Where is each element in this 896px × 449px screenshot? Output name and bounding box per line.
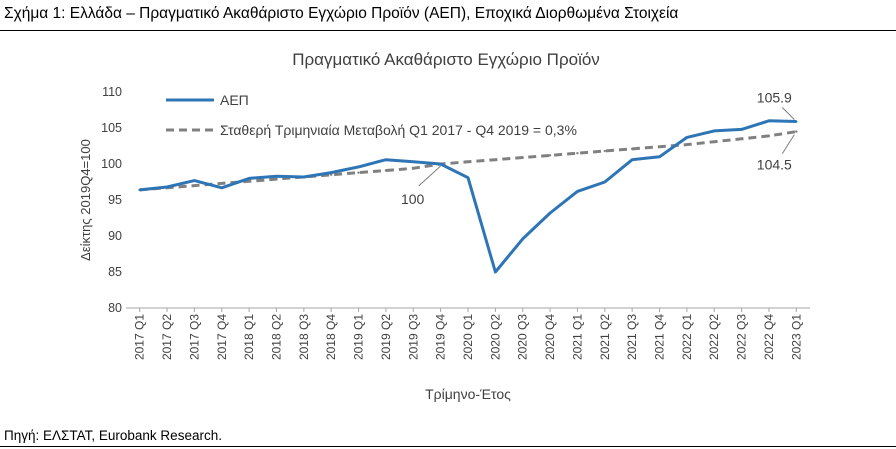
x-tick-label: 2018 Q3 (297, 314, 311, 360)
trend-data-point (220, 182, 223, 185)
x-tick-label: 2023 Q1 (789, 314, 803, 360)
x-tick-label: 2018 Q2 (269, 314, 283, 360)
trend-data-point (658, 145, 661, 148)
gdp-data-point (439, 162, 442, 166)
y-tick-label: 105 (101, 121, 122, 135)
x-tick-label: 2017 Q1 (133, 314, 147, 360)
chart-panel: Πραγματικό Ακαθάριστο Εγχώριο Προϊόν 80 8… (6, 34, 884, 424)
x-tick-label: 2021 Q4 (653, 314, 667, 360)
gdp-data-point (685, 136, 689, 139)
trend-data-point (494, 158, 497, 161)
trend-data-point (275, 177, 278, 181)
top-rule (0, 30, 896, 31)
legend-trend-label: Σταθερή Τριμηνιαία Μεταβολή Q1 2017 - Q4… (220, 122, 577, 138)
trend-data-point (384, 169, 388, 172)
gdp-data-point (330, 171, 333, 174)
x-tick-label: 2019 Q1 (352, 314, 366, 360)
chart-title: Πραγματικό Ακαθάριστο Εγχώριο Προϊόν (292, 50, 600, 69)
gdp-data-point (576, 190, 579, 193)
trend-data-point (412, 167, 415, 170)
x-tick-label: 2018 Q4 (324, 314, 338, 360)
gdp-data-point (603, 180, 606, 184)
gdp-data-point (767, 119, 771, 123)
x-tick-label: 2022 Q1 (680, 314, 694, 360)
gdp-data-point (275, 175, 278, 178)
x-tick-label: 2019 Q4 (434, 314, 448, 360)
x-tick-label: 2020 Q2 (488, 314, 502, 360)
trend-data-point (548, 154, 552, 157)
annotation-leader-line (418, 165, 441, 187)
x-tick-label: 2021 Q2 (598, 314, 612, 360)
x-tick-label: 2017 Q4 (215, 314, 229, 360)
x-tick-label: 2022 Q3 (735, 314, 749, 360)
annotation-label-105-9: 105.9 (757, 90, 792, 106)
annotation-leader-line (781, 134, 795, 154)
x-tick-label: 2019 Q3 (406, 314, 420, 360)
gdp-data-point (521, 237, 524, 241)
bottom-rule (0, 446, 896, 447)
x-axis-label: Τρίμηνο-Έτος (425, 386, 511, 402)
gdp-data-point (193, 179, 196, 182)
gdp-data-point (713, 129, 716, 133)
trend-data-point (713, 140, 716, 143)
trend-data-point (521, 156, 524, 159)
gdp-data-point (630, 158, 634, 161)
line-chart: Πραγματικό Ακαθάριστο Εγχώριο Προϊόν 80 8… (6, 34, 884, 424)
trend-data-point (466, 160, 470, 164)
annotation-leader-line (781, 107, 795, 120)
x-tick-label: 2022 Q4 (762, 314, 776, 360)
gdp-data-point (247, 177, 251, 180)
gdp-data-point (384, 158, 388, 161)
y-tick-label: 90 (108, 229, 122, 243)
x-tick-label: 2018 Q1 (242, 314, 256, 360)
gdp-data-point (412, 160, 415, 164)
y-tick-label: 85 (108, 265, 122, 279)
trend-data-point (603, 149, 606, 153)
gdp-data-point (548, 211, 552, 215)
trend-data-point (740, 137, 743, 140)
x-tick-label: 2021 Q1 (570, 314, 584, 360)
annotation-label-104-5: 104.5 (757, 157, 792, 173)
y-tick-label: 110 (102, 85, 122, 99)
x-tick-label: 2022 Q2 (707, 314, 721, 360)
trend-data-point (357, 171, 360, 174)
gdp-data-point (795, 120, 798, 123)
x-tick-label: 2017 Q2 (160, 314, 174, 360)
x-tick-label: 2020 Q1 (461, 314, 475, 360)
trend-data-point (247, 180, 251, 183)
y-tick-label: 80 (108, 301, 122, 315)
source-note: Πηγή: ΕΛΣΤΑΤ, Eurobank Research. (4, 428, 222, 443)
gdp-data-point (220, 186, 223, 189)
y-tick-label: 100 (101, 157, 122, 171)
gdp-data-point (494, 270, 497, 274)
y-tick-label: 95 (108, 193, 122, 207)
trend-data-point (795, 130, 798, 133)
trend-data-point (193, 184, 196, 187)
figure-title: Σχήμα 1: Ελλάδα – Πραγματικό Ακαθάριστο … (4, 5, 679, 22)
x-tick-label: 2020 Q3 (516, 314, 530, 360)
x-tick-label: 2017 Q3 (187, 314, 201, 360)
y-axis-label: Δείκτης 2019Q4=100 (78, 139, 93, 261)
gdp-data-point (357, 165, 360, 169)
trend-data-point (630, 147, 634, 151)
trend-data-point (767, 134, 771, 138)
gdp-data-point (740, 128, 743, 131)
gdp-data-point (138, 188, 141, 192)
x-tick-label: 2021 Q3 (625, 314, 639, 360)
annotation-label-100: 100 (401, 191, 425, 207)
x-tick-label: 2019 Q2 (379, 314, 393, 360)
legend-gdp-label: ΑΕΠ (220, 92, 249, 108)
gdp-data-point (165, 185, 169, 189)
trend-data-point (576, 152, 579, 155)
trend-data-point (685, 143, 689, 146)
x-tick-label: 2020 Q4 (543, 314, 557, 360)
gdp-data-point (466, 176, 470, 179)
gdp-data-point (302, 175, 306, 179)
chart-area (6, 34, 884, 424)
gdp-data-point (658, 155, 661, 158)
